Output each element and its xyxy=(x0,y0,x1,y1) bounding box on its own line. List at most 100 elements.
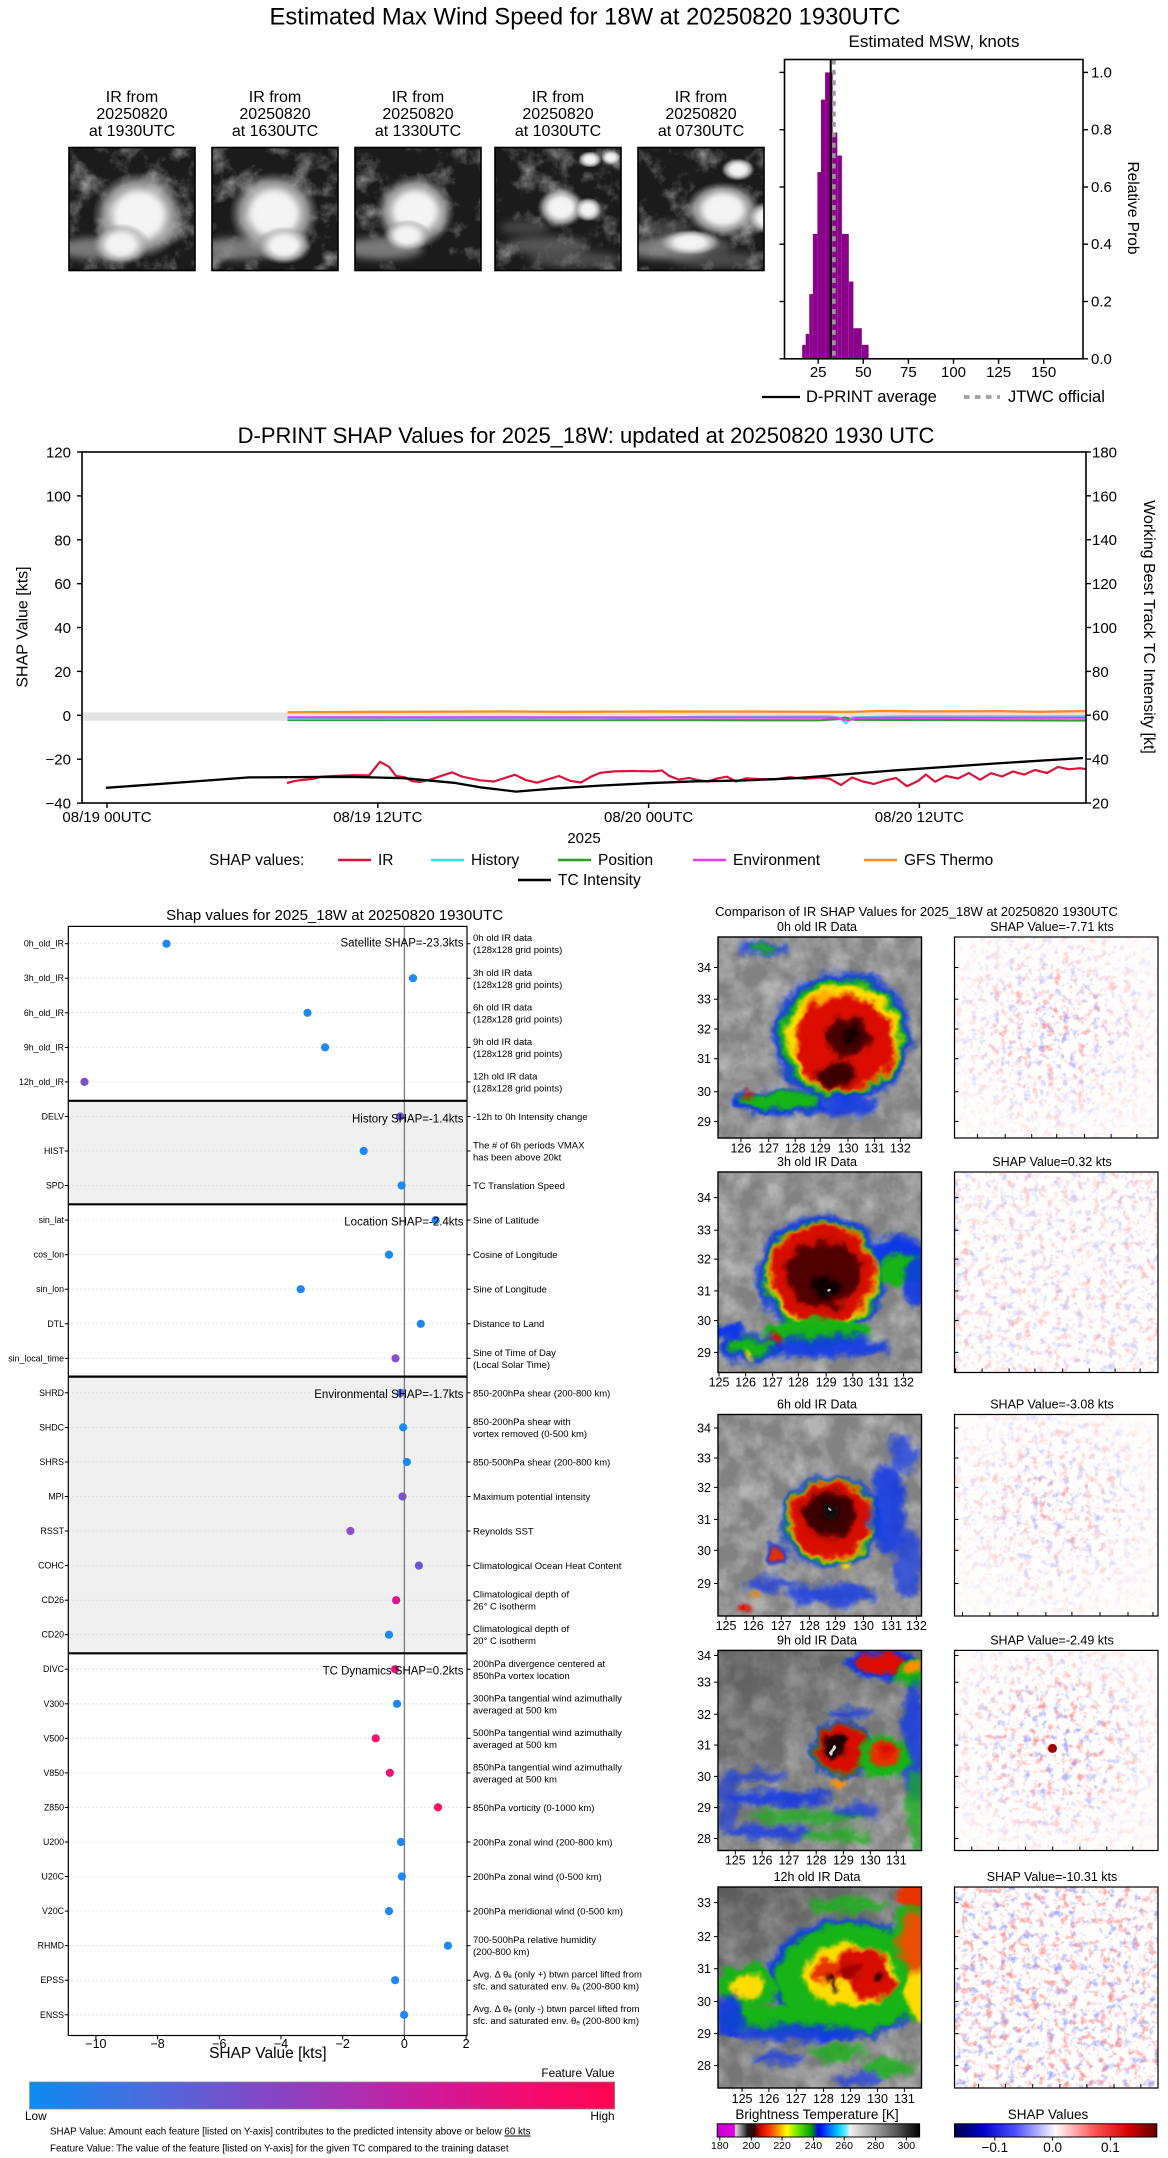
svg-text:−4: −4 xyxy=(274,2037,288,2051)
svg-text:200hPa meridional wind (0-500: 200hPa meridional wind (0-500 km) xyxy=(473,1907,623,1918)
svg-text:History SHAP=-1.4kts: History SHAP=-1.4kts xyxy=(352,1114,464,1126)
svg-text:Sine of Time of Day: Sine of Time of Day xyxy=(473,1348,556,1359)
svg-text:9h_old_IR: 9h_old_IR xyxy=(24,1042,64,1052)
svg-text:130: 130 xyxy=(838,1142,859,1156)
svg-text:32: 32 xyxy=(697,1481,711,1495)
svg-text:DELV: DELV xyxy=(42,1112,64,1122)
svg-text:at 1930UTC: at 1930UTC xyxy=(89,123,175,140)
svg-text:SHAP Value=-10.31 kts: SHAP Value=-10.31 kts xyxy=(987,1870,1118,1884)
svg-text:34: 34 xyxy=(697,961,711,975)
svg-text:Working Best Track TC Intensit: Working Best Track TC Intensity [kt] xyxy=(1140,500,1157,754)
svg-text:sfc. and saturated env. θₑ (20: sfc. and saturated env. θₑ (200-800 km) xyxy=(473,2016,639,2027)
svg-text:Feature Value: Feature Value xyxy=(541,2066,615,2080)
svg-text:127: 127 xyxy=(771,1619,792,1633)
svg-text:-12h to 0h Intensity change: -12h to 0h Intensity change xyxy=(473,1112,588,1123)
svg-text:Comparison of IR SHAP Values f: Comparison of IR SHAP Values for 2025_18… xyxy=(715,904,1118,919)
svg-text:MPI: MPI xyxy=(48,1492,64,1502)
svg-text:IR from: IR from xyxy=(532,89,584,106)
svg-text:Location SHAP=-2.4kts: Location SHAP=-2.4kts xyxy=(344,1217,463,1229)
svg-text:130: 130 xyxy=(867,2092,888,2106)
svg-text:125: 125 xyxy=(725,1854,746,1868)
svg-text:132: 132 xyxy=(906,1619,927,1633)
svg-text:EPSS: EPSS xyxy=(41,1975,65,1985)
svg-text:SHAP Value [kts]: SHAP Value [kts] xyxy=(209,2045,326,2062)
svg-text:220: 220 xyxy=(773,2140,791,2152)
svg-text:125: 125 xyxy=(986,364,1011,381)
svg-text:History: History xyxy=(471,852,519,869)
svg-text:CD20: CD20 xyxy=(42,1630,65,1640)
svg-text:130: 130 xyxy=(853,1619,874,1633)
svg-text:31: 31 xyxy=(697,1284,711,1298)
svg-text:200hPa zonal wind (200-800 km): 200hPa zonal wind (200-800 km) xyxy=(473,1838,612,1849)
svg-text:Shap values for 2025_18W at 20: Shap values for 2025_18W at 20250820 193… xyxy=(166,907,503,924)
svg-text:JTWC official: JTWC official xyxy=(1008,388,1105,406)
svg-text:HIST: HIST xyxy=(44,1146,65,1156)
svg-text:125: 125 xyxy=(709,1376,730,1390)
svg-text:31: 31 xyxy=(697,1513,711,1527)
svg-text:TC Dynamics SHAP=0.2kts: TC Dynamics SHAP=0.2kts xyxy=(323,1666,464,1678)
svg-text:IR from: IR from xyxy=(106,89,158,106)
svg-text:850hPa tangential wind azimuth: 850hPa tangential wind azimuthally xyxy=(473,1762,622,1773)
svg-text:at 0730UTC: at 0730UTC xyxy=(658,123,744,140)
svg-text:ENSS: ENSS xyxy=(40,2010,64,2020)
svg-text:TC Translation Speed: TC Translation Speed xyxy=(473,1181,565,1192)
svg-text:32: 32 xyxy=(697,1930,711,1944)
svg-text:(128x128 grid points): (128x128 grid points) xyxy=(473,980,562,991)
svg-text:3h_old_IR: 3h_old_IR xyxy=(24,973,64,983)
svg-text:850-500hPa shear (200-800 km): 850-500hPa shear (200-800 km) xyxy=(473,1458,610,1469)
svg-text:0.2: 0.2 xyxy=(1091,294,1112,311)
svg-text:131: 131 xyxy=(864,1142,885,1156)
svg-text:32: 32 xyxy=(697,1253,711,1267)
svg-text:cos_lon: cos_lon xyxy=(34,1250,64,1260)
svg-text:2: 2 xyxy=(463,2037,470,2051)
svg-text:128: 128 xyxy=(813,2092,834,2106)
svg-text:200hPa divergence centered at: 200hPa divergence centered at xyxy=(473,1659,605,1670)
svg-text:128: 128 xyxy=(788,1376,809,1390)
svg-text:128: 128 xyxy=(799,1619,820,1633)
svg-text:100: 100 xyxy=(941,364,966,381)
svg-text:−6: −6 xyxy=(212,2037,226,2051)
svg-text:−2: −2 xyxy=(336,2037,350,2051)
svg-text:(200-800 km): (200-800 km) xyxy=(473,1947,530,1958)
svg-text:131: 131 xyxy=(868,1376,889,1390)
svg-text:20: 20 xyxy=(54,664,71,681)
svg-text:Estimated Max Wind Speed for 1: Estimated Max Wind Speed for 18W at 2025… xyxy=(270,4,901,31)
svg-text:129: 129 xyxy=(833,1854,854,1868)
svg-text:30: 30 xyxy=(697,1314,711,1328)
svg-text:CD26: CD26 xyxy=(42,1595,65,1605)
svg-text:at 1330UTC: at 1330UTC xyxy=(375,123,461,140)
svg-text:TC Intensity: TC Intensity xyxy=(558,872,641,889)
svg-text:Reynolds SST: Reynolds SST xyxy=(473,1527,534,1538)
svg-text:126: 126 xyxy=(752,1854,773,1868)
svg-text:0.0: 0.0 xyxy=(1091,351,1112,368)
svg-text:SHRS: SHRS xyxy=(40,1457,65,1467)
svg-text:Brightness Temperature [K]: Brightness Temperature [K] xyxy=(735,2107,898,2122)
svg-text:V500: V500 xyxy=(43,1733,64,1743)
svg-text:IR from: IR from xyxy=(675,89,727,106)
svg-text:100: 100 xyxy=(1092,620,1117,637)
svg-text:34: 34 xyxy=(697,1422,711,1436)
svg-text:3h old IR data: 3h old IR data xyxy=(473,968,533,979)
svg-text:D-PRINT SHAP Values for 2025_1: D-PRINT SHAP Values for 2025_18W: update… xyxy=(238,423,935,448)
svg-text:3h old IR Data: 3h old IR Data xyxy=(777,1155,857,1169)
svg-text:127: 127 xyxy=(762,1376,783,1390)
svg-text:08/19 12UTC: 08/19 12UTC xyxy=(333,809,422,826)
svg-text:131: 131 xyxy=(894,2092,915,2106)
svg-text:140: 140 xyxy=(1092,532,1117,549)
svg-text:25: 25 xyxy=(810,364,827,381)
svg-text:30: 30 xyxy=(697,1544,711,1558)
svg-text:31: 31 xyxy=(697,1739,711,1753)
svg-text:200: 200 xyxy=(743,2140,761,2152)
svg-text:12h old IR data: 12h old IR data xyxy=(473,1071,538,1082)
svg-text:08/20 00UTC: 08/20 00UTC xyxy=(604,809,693,826)
svg-text:20: 20 xyxy=(1092,796,1109,813)
svg-text:129: 129 xyxy=(840,2092,861,2106)
svg-text:500hPa tangential wind azimuth: 500hPa tangential wind azimuthally xyxy=(473,1728,622,1739)
svg-text:28: 28 xyxy=(697,2059,711,2073)
svg-text:SHAP Value=0.32 kts: SHAP Value=0.32 kts xyxy=(992,1155,1111,1169)
svg-text:6h_old_IR: 6h_old_IR xyxy=(24,1008,64,1018)
svg-text:12h_old_IR: 12h_old_IR xyxy=(19,1077,64,1087)
svg-text:40: 40 xyxy=(54,620,71,637)
svg-text:131: 131 xyxy=(881,1619,902,1633)
svg-text:31: 31 xyxy=(697,1052,711,1066)
